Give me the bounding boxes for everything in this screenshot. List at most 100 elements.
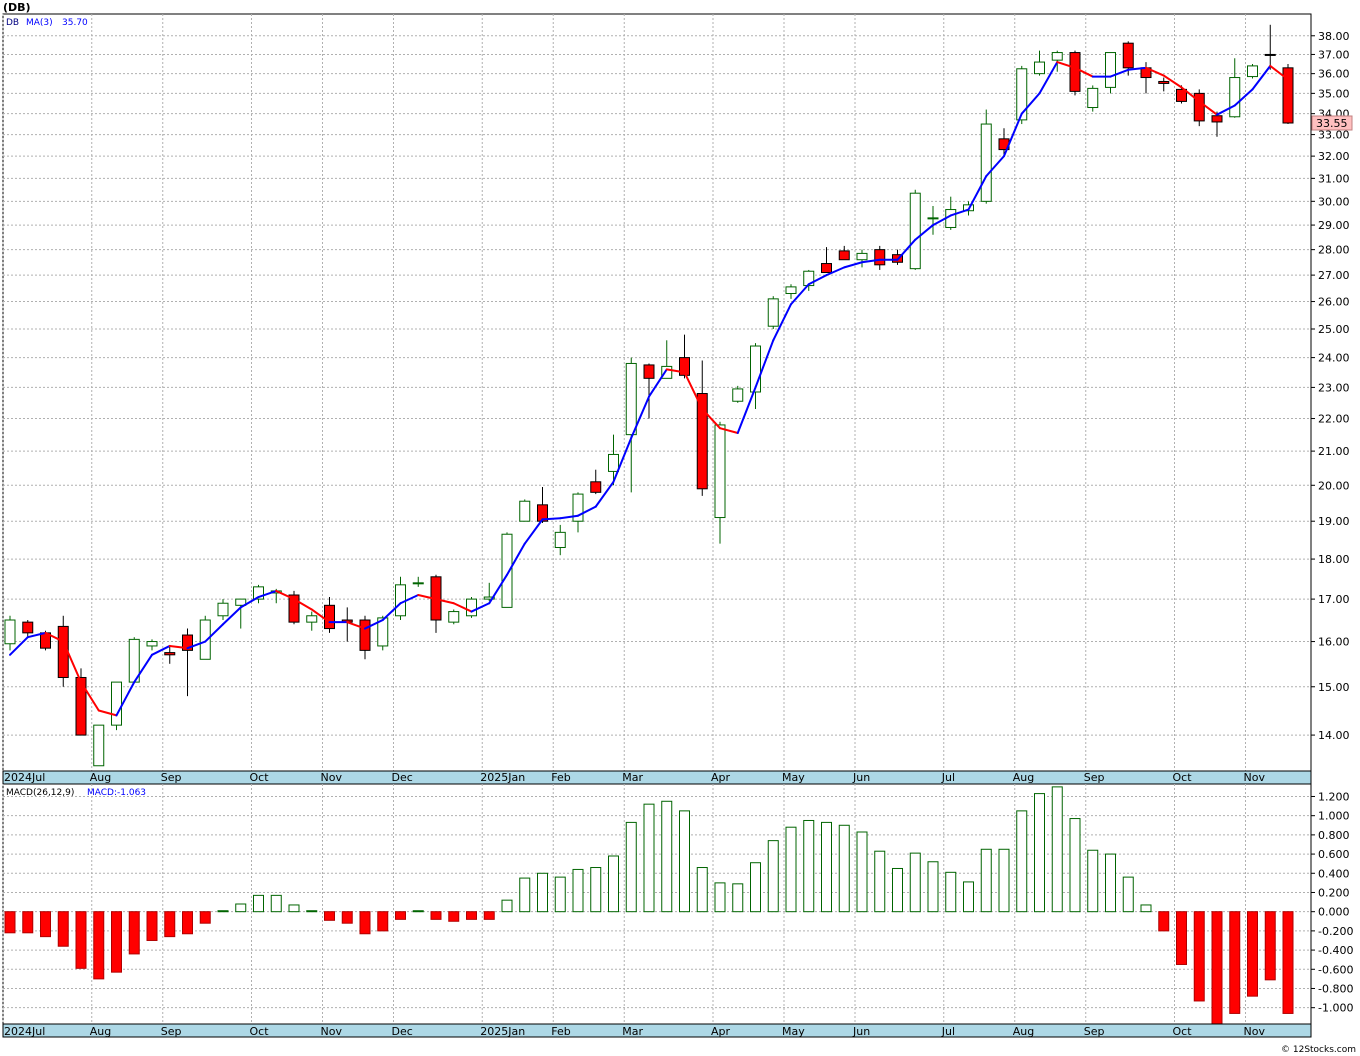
ma-segment [133, 653, 153, 684]
macd-bar-positive [945, 871, 957, 913]
macd-x-tick-label: 2025Jan [480, 1025, 525, 1038]
candle-up [4, 619, 16, 645]
ma-legend-value: 35.70 [62, 18, 88, 28]
candle-down [182, 634, 193, 651]
macd-bar-positive [998, 848, 1010, 913]
price-y-tick-label: 27.00 [1318, 269, 1350, 282]
ma-segment [541, 517, 562, 521]
macd-x-tick-label: Jul [941, 1025, 955, 1038]
candle-up [572, 493, 584, 522]
macd-x-tick-label: May [782, 1025, 805, 1038]
candle-up [217, 602, 229, 617]
macd-y-tick-label: 0.600 [1318, 848, 1350, 861]
ma-segment [435, 598, 455, 605]
candle-up [625, 362, 637, 436]
macd-bar-negative [1264, 911, 1276, 981]
macd-x-axis-band [2, 1023, 1312, 1038]
price-x-tick-label: Mar [622, 771, 643, 784]
ma-segment [44, 631, 65, 643]
candlestick-series [4, 24, 1294, 767]
macd-bar-positive [732, 883, 744, 913]
candle-up [146, 641, 158, 647]
macd-bar-negative [1247, 911, 1258, 997]
last-price-tag: 33.55 [1311, 115, 1353, 131]
ma-segment [683, 371, 704, 411]
macd-bar-positive [572, 868, 584, 913]
ma-segment [1109, 68, 1130, 78]
price-x-tick-label: 2024Jul [4, 771, 45, 784]
ma-segment [293, 598, 313, 611]
macd-bar-negative [22, 911, 34, 934]
price-x-tick-label: Nov [1244, 771, 1266, 784]
macd-bar-positive [1016, 810, 1028, 913]
candle-up [306, 615, 318, 623]
price-y-tick-label: 35.00 [1318, 87, 1350, 100]
macd-bar-positive [1087, 849, 1099, 913]
ma-segment [790, 283, 810, 306]
price-x-tick-label: Sep [161, 771, 182, 784]
macd-bar-positive [537, 872, 548, 913]
candle-down [838, 250, 850, 261]
macd-y-tick-label: 0.800 [1318, 829, 1350, 842]
price-y-tick-label: 16.00 [1318, 636, 1350, 649]
price-x-tick-label: Feb [551, 771, 570, 784]
candle-down [537, 504, 548, 522]
ma-segment [1233, 88, 1254, 107]
ma-segment [97, 709, 118, 717]
price-x-tick-label: Aug [1013, 771, 1034, 784]
ma-segment [967, 175, 988, 211]
ma-segment [239, 596, 260, 609]
ma-segment [949, 208, 970, 217]
ma-segment [1251, 64, 1272, 91]
price-x-tick-label: Dec [392, 771, 413, 784]
price-y-tick-label: 38.00 [1318, 30, 1350, 43]
macd-bar-negative [164, 911, 176, 938]
macd-bar-negative [448, 911, 460, 922]
macd-y-tick-label: 0.400 [1318, 867, 1350, 880]
candle-down [75, 676, 87, 736]
candle-up [1034, 61, 1045, 75]
candle-down [874, 249, 886, 266]
macd-bar-positive [927, 861, 939, 913]
ma-segment [364, 619, 384, 630]
price-x-tick-label: May [782, 771, 805, 784]
macd-x-tick-label: Apr [711, 1025, 731, 1038]
ma-segment [151, 644, 171, 656]
candle-up [909, 192, 921, 270]
candle-down [359, 619, 371, 651]
macd-y-tick-label: 1.000 [1318, 810, 1350, 823]
candle-down [1122, 42, 1134, 69]
ma-segment [630, 395, 650, 439]
ma-segment [470, 602, 491, 613]
macd-bar-negative [1282, 911, 1294, 1014]
macd-x-axis: 2024Jul Aug Sep Oct Nov Dec 2025Jan Feb Mar Apr Ma… [4, 1025, 1265, 1038]
macd-bar-negative [466, 911, 477, 920]
candle-down [164, 652, 176, 656]
ma-segment [257, 589, 278, 599]
candle-up [714, 424, 726, 519]
ma-segment [1038, 61, 1059, 95]
macd-bar-positive [501, 899, 513, 913]
macd-bar-positive [643, 803, 655, 913]
macd-bar-positive [519, 877, 531, 913]
price-y-tick-label: 24.00 [1318, 352, 1350, 365]
ma-segment [914, 224, 934, 241]
macd-x-tick-label: Aug [90, 1025, 111, 1038]
macd-bar-positive [821, 821, 832, 913]
candle-down [821, 263, 832, 274]
ma-segment [736, 386, 757, 435]
ma-segment [80, 681, 100, 712]
ma-segment [26, 631, 47, 639]
candle-up [466, 598, 477, 617]
macd-bar-positive [767, 840, 779, 913]
ma-segment [506, 542, 526, 576]
price-y-tick-label: 31.00 [1318, 172, 1350, 185]
candle-down [1282, 67, 1294, 124]
ma-segment [523, 518, 544, 545]
macd-bar-positive [253, 894, 264, 913]
ma-segment [1216, 104, 1236, 116]
ma-segment [719, 427, 739, 435]
price-panel: 14.00 15.00 16.00 17.00 18.00 19.00 20.00 21.00… [2, 1, 1353, 785]
macd-bar-positive [412, 910, 424, 913]
macd-bar-positive [625, 821, 637, 913]
